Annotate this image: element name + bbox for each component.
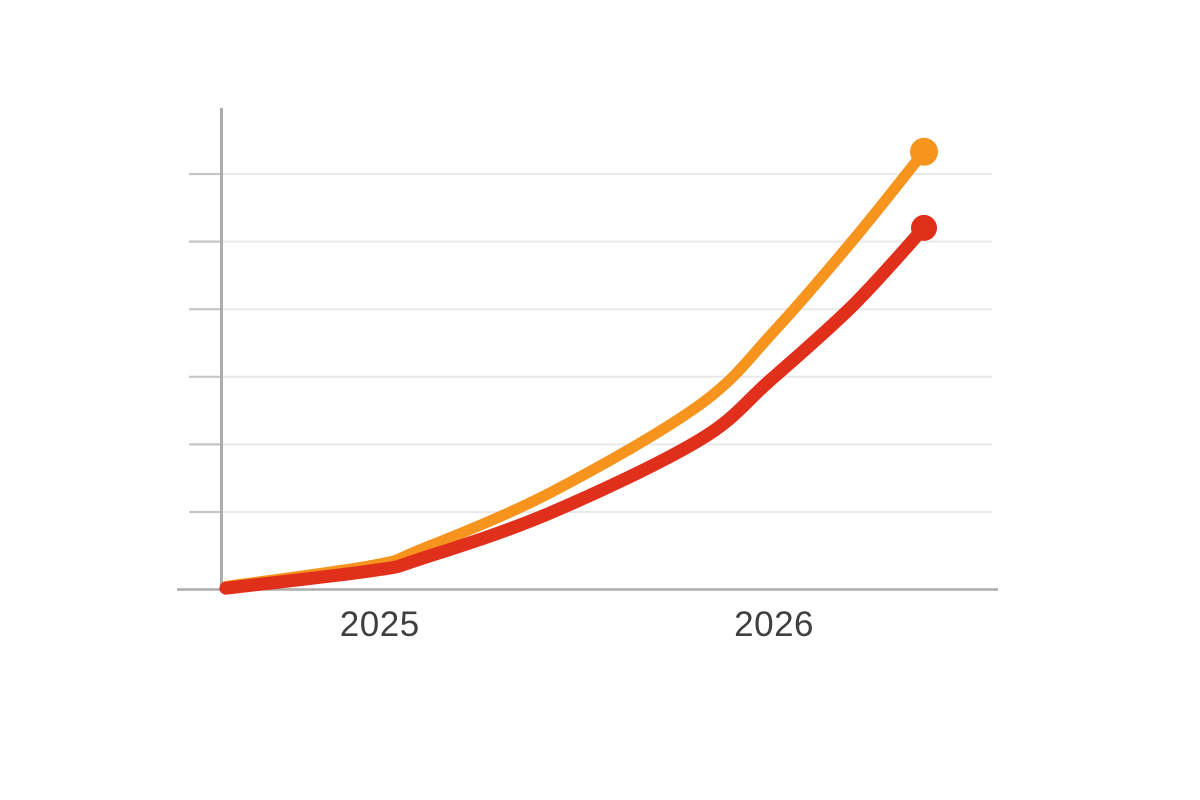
x-tick-label-2025: 2025 bbox=[339, 605, 420, 644]
upper-growth-curve-endpoint-dot bbox=[910, 137, 938, 166]
upper-growth-curve-line bbox=[220, 146, 930, 592]
lower-growth-curve-endpoint-dot bbox=[911, 214, 937, 241]
x-tick-label-2026: 2026 bbox=[734, 605, 815, 644]
lower-growth-curve-line bbox=[219, 221, 931, 595]
